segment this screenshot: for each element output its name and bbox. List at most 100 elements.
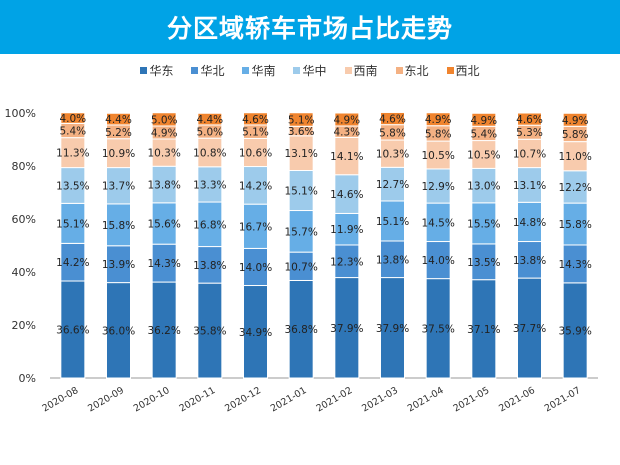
bar-segment <box>517 241 542 279</box>
bar-segment <box>334 174 360 214</box>
bar-segment <box>106 138 131 169</box>
y-tick-label: 20% <box>12 319 36 332</box>
data-label: 16.8% <box>193 219 226 231</box>
legend-label: 华中 <box>302 64 327 78</box>
bar-segment <box>151 281 177 379</box>
x-tick-label: 2021-07 <box>543 385 583 414</box>
data-label: 4.9% <box>470 115 497 127</box>
data-label: 11.9% <box>330 224 363 236</box>
bar-segment <box>380 111 405 126</box>
data-label: 4.9% <box>151 127 178 139</box>
x-tick-label: 2020-12 <box>223 385 263 414</box>
bar-segment <box>334 277 360 379</box>
data-label: 13.8% <box>193 260 226 272</box>
bar-segment <box>106 112 131 126</box>
bar-segment <box>380 240 405 279</box>
data-label: 10.5% <box>421 150 454 162</box>
data-label: 5.8% <box>562 129 589 141</box>
data-label: 11.0% <box>558 151 591 163</box>
x-tick-label: 2020-08 <box>40 385 80 414</box>
bar-segment <box>197 166 223 203</box>
legend-swatch <box>344 67 352 74</box>
data-label: 14.8% <box>513 217 546 229</box>
data-label: 4.4% <box>105 114 132 126</box>
legend-item: 东北 <box>395 62 429 79</box>
data-label: 14.1% <box>330 151 363 163</box>
x-tick-label: 2020-10 <box>132 385 172 414</box>
bar-segment <box>243 137 268 168</box>
y-tick-label: 100% <box>5 107 36 120</box>
data-label: 14.0% <box>421 255 454 267</box>
bar-segment <box>517 167 542 203</box>
bar-segment <box>288 210 314 253</box>
data-label: 10.8% <box>193 147 226 159</box>
data-label: 4.9% <box>425 114 452 126</box>
data-label: 5.0% <box>151 114 178 126</box>
bar-segment <box>471 243 497 281</box>
bar-segment <box>517 112 542 126</box>
data-label: 15.6% <box>147 219 180 231</box>
legend-label: 西南 <box>353 64 378 78</box>
data-label: 5.0% <box>196 127 223 139</box>
bar-segment <box>425 168 451 204</box>
bar-segment <box>471 112 497 127</box>
bar-segment <box>425 202 451 243</box>
y-tick-label: 40% <box>12 266 36 279</box>
bar-segment <box>425 112 451 127</box>
x-tick-label: 2021-04 <box>406 385 446 414</box>
bar-segment <box>106 203 131 247</box>
data-label: 37.9% <box>330 323 363 335</box>
bar-segment <box>471 140 497 169</box>
x-tick-label: 2021-01 <box>269 385 309 414</box>
bar-segment <box>60 242 86 282</box>
data-label: 4.0% <box>59 113 86 125</box>
data-label: 4.4% <box>196 114 223 126</box>
data-label: 37.1% <box>467 324 500 336</box>
legend-label: 华南 <box>251 64 276 78</box>
data-label: 10.5% <box>467 149 500 161</box>
data-label: 37.5% <box>421 323 454 335</box>
legend-label: 华东 <box>149 64 174 78</box>
legend-swatch <box>191 67 199 74</box>
data-label: 3.6% <box>288 126 315 138</box>
data-label: 35.8% <box>193 326 226 338</box>
data-label: 4.9% <box>562 115 589 127</box>
bar-segment <box>380 277 405 379</box>
data-label: 15.1% <box>284 186 317 198</box>
x-tick-label: 2021-05 <box>451 385 491 414</box>
data-label: 5.8% <box>425 128 452 140</box>
bar-segment <box>243 112 268 126</box>
legend-item: 西北 <box>446 62 480 79</box>
y-tick-label: 0% <box>19 372 36 385</box>
data-label: 13.3% <box>193 179 226 191</box>
bar-segment <box>562 202 588 246</box>
data-label: 13.0% <box>467 181 500 193</box>
legend-swatch <box>140 67 148 74</box>
x-tick-label: 2021-03 <box>360 385 400 414</box>
data-label: 15.8% <box>558 219 591 231</box>
data-label: 10.3% <box>376 149 409 161</box>
data-label: 15.7% <box>284 226 317 238</box>
data-label: 15.1% <box>56 218 89 230</box>
bar-segment <box>562 141 588 172</box>
legend-swatch <box>446 67 454 74</box>
bar-segment <box>380 139 405 168</box>
legend-label: 东北 <box>404 64 429 78</box>
bar-segment <box>288 170 314 212</box>
data-label: 5.1% <box>242 127 269 139</box>
bar-segment <box>197 282 223 379</box>
bar-segment <box>288 279 314 379</box>
bar-segment <box>334 112 360 127</box>
data-label: 5.1% <box>288 114 315 126</box>
data-label: 5.4% <box>59 125 86 137</box>
bar-segment <box>151 243 177 283</box>
data-label: 13.8% <box>376 254 409 266</box>
data-label: 13.9% <box>102 259 135 271</box>
bar-segment <box>425 140 451 170</box>
bar-segment <box>106 282 131 379</box>
data-label: 10.9% <box>102 148 135 160</box>
data-label: 16.7% <box>239 221 272 233</box>
data-label: 35.9% <box>558 325 591 337</box>
data-label: 13.7% <box>102 181 135 193</box>
